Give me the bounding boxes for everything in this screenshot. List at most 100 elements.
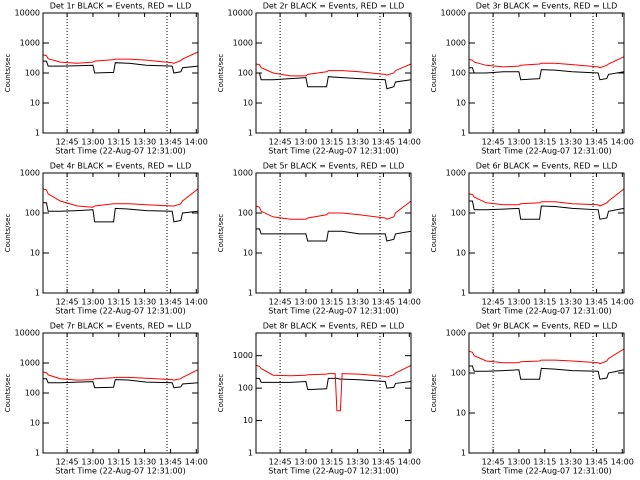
y-axis-label: Counts/sec xyxy=(430,374,438,413)
y-tick-label: 100 xyxy=(451,209,466,218)
y-tick-label: 100 xyxy=(451,369,466,378)
y-tick-label: 10 xyxy=(30,249,40,258)
y-tick-label: 100 xyxy=(238,384,253,393)
chart-title: Det 2r BLACK = Events, RED = LLD xyxy=(263,2,405,11)
series-line xyxy=(43,378,199,389)
plot-frame xyxy=(255,332,412,454)
x-axis-label: Start Time (22-Aug-07 12:31:00) xyxy=(268,307,399,316)
series-line xyxy=(42,188,199,208)
x-tick-label: 13:45 xyxy=(585,298,608,307)
chart-title: Det 3r BLACK = Events, RED = LLD xyxy=(476,2,618,11)
x-tick-label: 13:00 xyxy=(81,298,104,307)
y-tick-label: 1 xyxy=(35,289,40,298)
y-tick-label: 10 xyxy=(243,416,253,425)
x-tick-label: 14:00 xyxy=(611,458,634,467)
y-axis-label: Counts/sec xyxy=(217,214,225,253)
x-tick-label: 13:00 xyxy=(81,138,104,147)
y-tick-label: 100 xyxy=(25,389,40,398)
y-tick-label: 10 xyxy=(456,99,466,108)
series-line xyxy=(42,51,199,64)
x-tick-label: 13:15 xyxy=(320,138,343,147)
y-tick-label: 1000 xyxy=(446,39,466,48)
y-tick-label: 1 xyxy=(461,129,466,138)
x-tick-label: 12:45 xyxy=(482,298,505,307)
x-tick-label: 13:15 xyxy=(533,458,556,467)
y-tick-label: 1 xyxy=(248,129,253,138)
y-tick-label: 1000 xyxy=(446,169,466,178)
x-tick-label: 14:00 xyxy=(185,138,208,147)
x-tick-label: 13:45 xyxy=(159,458,182,467)
x-tick-label: 13:45 xyxy=(159,298,182,307)
x-tick-label: 12:45 xyxy=(56,298,79,307)
series-line xyxy=(43,202,199,223)
x-tick-label: 13:00 xyxy=(507,458,530,467)
x-tick-label: 13:00 xyxy=(507,138,530,147)
x-axis-label: Start Time (22-Aug-07 12:31:00) xyxy=(268,147,399,156)
y-tick-label: 1 xyxy=(461,449,466,458)
y-tick-label: 100 xyxy=(451,69,466,78)
y-axis-label: Counts/sec xyxy=(430,214,438,253)
x-tick-label: 14:00 xyxy=(398,458,421,467)
plot-frame xyxy=(468,332,625,454)
x-tick-label: 13:15 xyxy=(107,298,130,307)
y-tick-label: 1000 xyxy=(20,39,40,48)
y-tick-label: 1000 xyxy=(233,351,253,360)
y-tick-label: 100 xyxy=(238,209,253,218)
x-tick-label: 13:00 xyxy=(507,298,530,307)
series-line xyxy=(255,63,412,77)
chart-title: Det 7r BLACK = Events, RED = LLD xyxy=(50,322,192,331)
series-line xyxy=(43,60,199,74)
x-tick-label: 14:00 xyxy=(185,298,208,307)
chart-title: Det 1r BLACK = Events, RED = LLD xyxy=(50,2,192,11)
panel: Det 7r BLACK = Events, RED = LLD Start Ti… xyxy=(4,322,208,476)
x-tick-label: 13:45 xyxy=(585,458,608,467)
x-tick-label: 13:15 xyxy=(533,138,556,147)
x-tick-label: 13:30 xyxy=(133,138,156,147)
x-tick-label: 14:00 xyxy=(398,298,421,307)
x-tick-label: 13:45 xyxy=(372,298,395,307)
y-tick-label: 1000 xyxy=(20,169,40,178)
y-tick-label: 10 xyxy=(243,99,253,108)
series-line xyxy=(42,369,199,381)
chart-title: Det 5r BLACK = Events, RED = LLD xyxy=(263,162,405,171)
series-line xyxy=(469,200,625,220)
y-axis-label: Counts/sec xyxy=(4,374,12,413)
x-tick-label: 13:30 xyxy=(559,458,582,467)
x-tick-label: 14:00 xyxy=(611,138,634,147)
x-tick-label: 14:00 xyxy=(611,298,634,307)
chart-title: Det 4r BLACK = Events, RED = LLD xyxy=(50,162,192,171)
series-line xyxy=(256,228,412,242)
y-tick-label: 10000 xyxy=(441,9,466,18)
y-tick-label: 100 xyxy=(25,209,40,218)
x-tick-label: 13:45 xyxy=(585,138,608,147)
y-tick-label: 1000 xyxy=(233,39,253,48)
y-tick-label: 1 xyxy=(35,449,40,458)
y-tick-label: 1000 xyxy=(233,169,253,178)
y-tick-label: 10 xyxy=(456,409,466,418)
x-tick-label: 13:30 xyxy=(559,298,582,307)
x-tick-label: 13:00 xyxy=(294,298,317,307)
plot-frame xyxy=(255,12,412,134)
series-line xyxy=(468,348,625,365)
y-tick-label: 100 xyxy=(238,69,253,78)
x-tick-label: 12:45 xyxy=(482,458,505,467)
x-tick-label: 14:00 xyxy=(398,138,421,147)
y-tick-label: 10000 xyxy=(228,9,253,18)
y-tick-label: 10 xyxy=(456,249,466,258)
y-tick-label: 1 xyxy=(248,449,253,458)
x-tick-label: 13:45 xyxy=(372,458,395,467)
x-axis-label: Start Time (22-Aug-07 12:31:00) xyxy=(481,147,612,156)
series-line xyxy=(255,364,412,412)
y-tick-label: 10 xyxy=(30,419,40,428)
y-tick-label: 10 xyxy=(30,99,40,108)
y-axis-label: Counts/sec xyxy=(217,374,225,413)
y-axis-label: Counts/sec xyxy=(4,54,12,93)
plot-frame xyxy=(255,172,412,294)
x-tick-label: 13:30 xyxy=(346,138,369,147)
panel: Det 9r BLACK = Events, RED = LLD Start Ti… xyxy=(430,322,634,476)
x-tick-label: 13:15 xyxy=(107,138,130,147)
y-axis-label: Counts/sec xyxy=(4,214,12,253)
plot-frame xyxy=(468,172,625,294)
